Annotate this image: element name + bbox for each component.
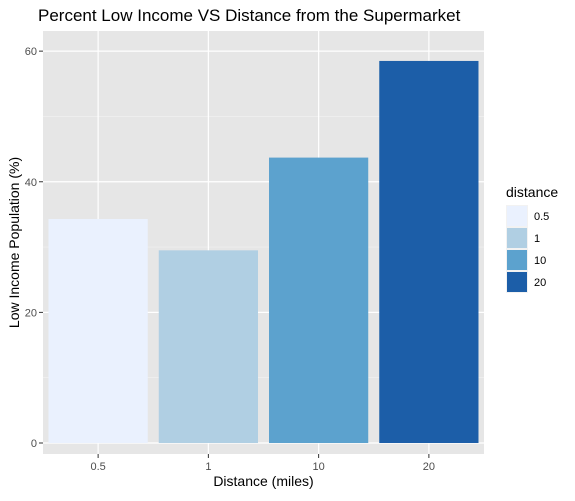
legend-swatch-0.5 bbox=[507, 206, 527, 226]
legend-label: 10 bbox=[534, 255, 546, 267]
legend-swatch-10 bbox=[507, 250, 527, 270]
legend-label: 0.5 bbox=[534, 211, 549, 223]
x-tick-label: 1 bbox=[205, 461, 211, 473]
x-tick-label: 20 bbox=[423, 461, 435, 473]
y-axis-label: Low Income Population (%) bbox=[6, 157, 22, 328]
legend-title: distance bbox=[506, 184, 558, 200]
x-axis-label: Distance (miles) bbox=[213, 473, 313, 489]
x-tick-label: 10 bbox=[313, 461, 325, 473]
y-tick-label: 20 bbox=[25, 307, 37, 319]
legend-swatch-1 bbox=[507, 228, 527, 248]
legend-label: 1 bbox=[534, 233, 540, 245]
y-axis: 0 20 40 60 bbox=[25, 46, 43, 450]
chart-title: Percent Low Income VS Distance from the … bbox=[38, 6, 461, 25]
legend: distance 0.5 1 10 20 bbox=[506, 184, 558, 293]
legend-label: 20 bbox=[534, 277, 546, 289]
x-tick-label: 0.5 bbox=[90, 461, 105, 473]
y-tick-label: 40 bbox=[25, 177, 37, 189]
y-tick-label: 0 bbox=[31, 438, 37, 450]
bars bbox=[48, 60, 479, 444]
bar-0.5 bbox=[48, 218, 148, 443]
legend-swatch-20 bbox=[507, 272, 527, 292]
legend-items: 0.5 1 10 20 bbox=[506, 205, 549, 293]
bar-10 bbox=[269, 157, 369, 443]
bar-20 bbox=[379, 60, 479, 444]
x-axis: 0.5 1 10 20 bbox=[90, 454, 435, 473]
y-tick-label: 60 bbox=[25, 46, 37, 58]
bar-1 bbox=[158, 250, 258, 443]
